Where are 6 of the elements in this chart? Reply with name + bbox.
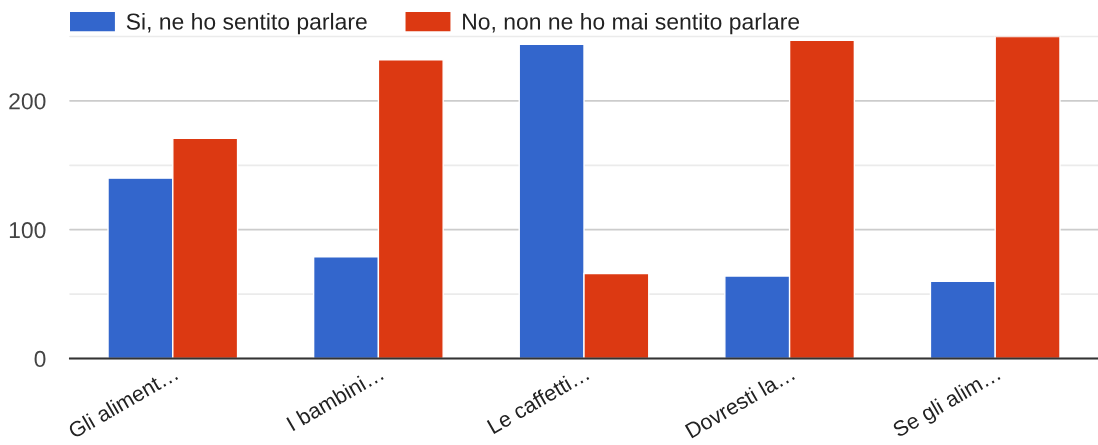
y-tick-label: 0	[34, 350, 46, 368]
x-tick-label: Se gli alim…	[891, 365, 1003, 442]
legend-label: Si, ne ho sentito parlare	[126, 12, 367, 35]
y-tick-label: 100	[9, 222, 46, 239]
legend-label: No, non ne ho mai sentito parlare	[463, 12, 800, 35]
y-tick-label: 200	[9, 93, 46, 110]
